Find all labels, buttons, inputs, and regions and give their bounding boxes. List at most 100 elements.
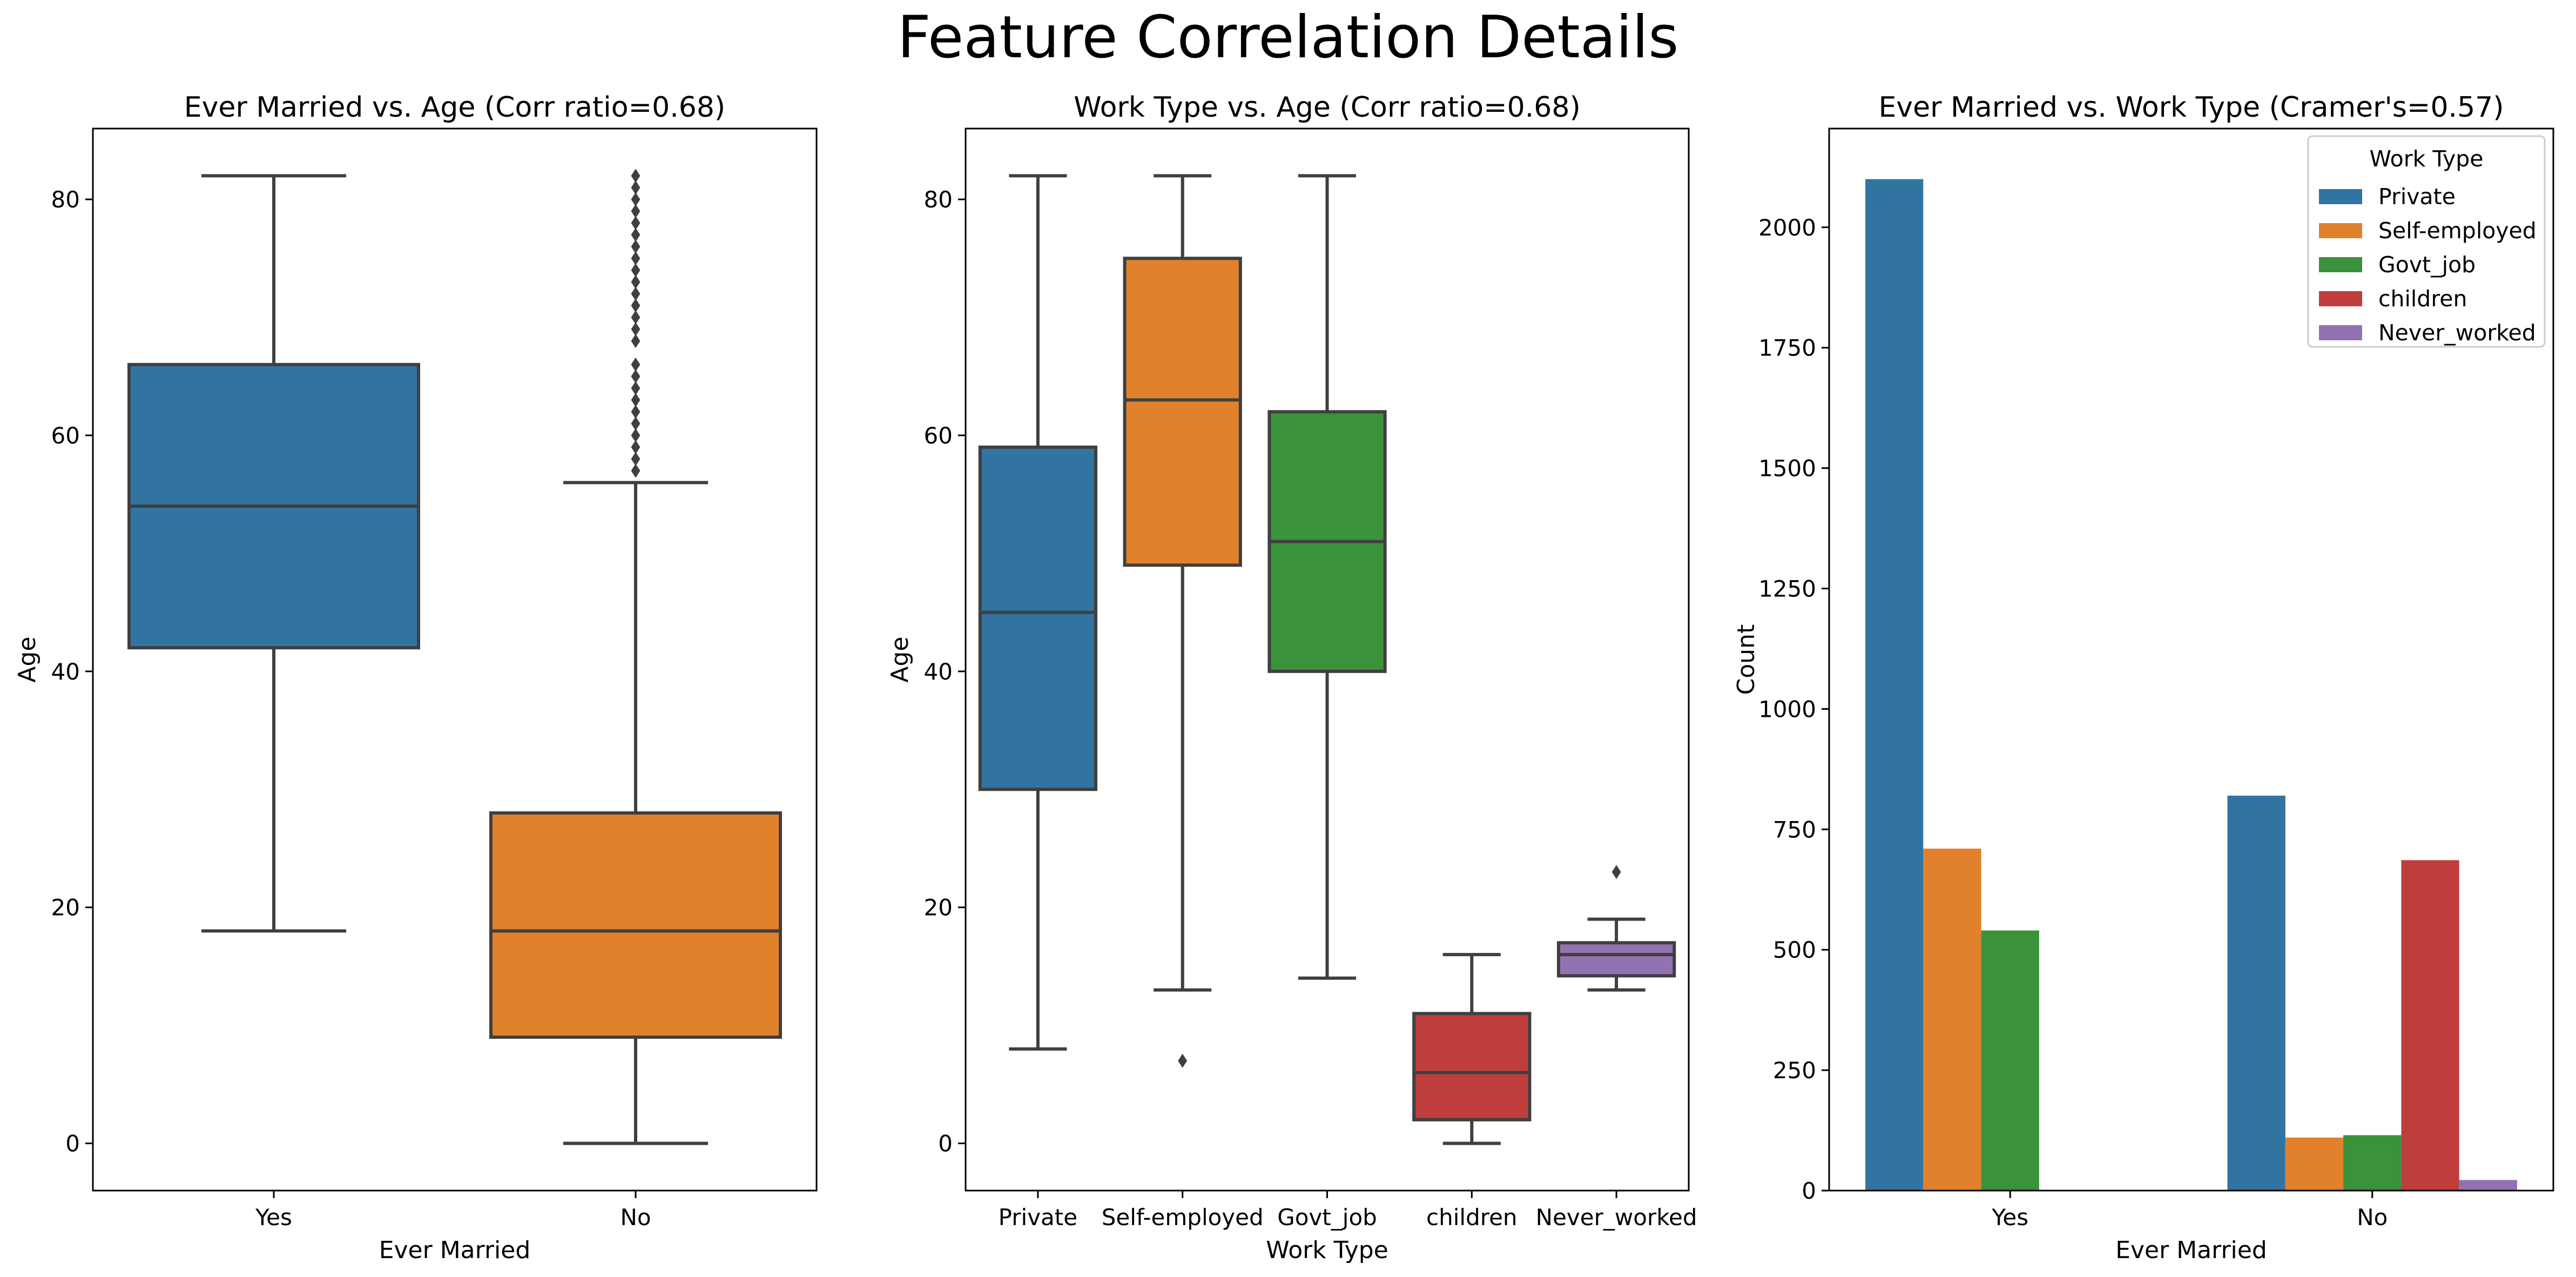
- outlier-point: [631, 440, 640, 454]
- x-tick-label: Never_worked: [1536, 1204, 1697, 1231]
- y-tick-label: 1000: [1758, 696, 1816, 722]
- legend: Work Type Private Self-employed Govt_jobchi…: [2307, 135, 2546, 348]
- panel-1: 0 20 40 60 80 Yes No Ever Married vs. Age (Corr…: [14, 91, 818, 1264]
- legend-label-Private: Private: [2378, 184, 2456, 210]
- y-axis-label: Count: [1732, 624, 1760, 695]
- y-tick-label: 60: [51, 422, 80, 449]
- outlier-point: [631, 393, 640, 407]
- y-axis-label: Age: [14, 636, 41, 682]
- outlier-point: [631, 452, 640, 466]
- outlier-point: [631, 405, 640, 419]
- box-Private: [978, 174, 1098, 1051]
- y-axis-label: Age: [886, 636, 914, 682]
- box-Yes: [127, 174, 420, 933]
- box-iqr: [1556, 941, 1676, 978]
- x-axis-label: Ever Married: [379, 1236, 531, 1264]
- outlier-point: [1178, 1053, 1188, 1068]
- outlier-point: [631, 310, 640, 325]
- y-tick-label: 1750: [1758, 335, 1816, 361]
- outlier-point: [631, 263, 640, 278]
- bar-Private-No: [2227, 795, 2285, 1191]
- box-Govt_job: [1267, 174, 1387, 980]
- legend-swatch-Never_worked: [2319, 325, 2362, 340]
- outlier-point: [631, 381, 640, 395]
- bar-children-No: [2401, 860, 2459, 1191]
- outlier-point: [631, 192, 640, 207]
- bar-Self-employed-Yes: [1923, 848, 1981, 1191]
- series-Private: [1865, 179, 2285, 1191]
- panel-title: Ever Married vs. Work Type (Cramer's=0.5…: [1878, 91, 2504, 124]
- panel-2: 0 20 40 60 80 Private Self-employed Govt_job chi…: [886, 91, 1697, 1264]
- outlier-point: [631, 463, 640, 478]
- outlier-point: [631, 227, 640, 242]
- series-Govt_job: [1981, 930, 2402, 1191]
- y-tick-label: 1500: [1758, 455, 1816, 482]
- legend-box: [2307, 135, 2546, 348]
- outlier-point: [631, 357, 640, 372]
- bar-Govt_job-Yes: [1981, 930, 2039, 1191]
- axes-frame: [1828, 127, 2554, 1192]
- outlier-point: [1611, 865, 1621, 879]
- x-tick-label: Self-employed: [1102, 1204, 1264, 1231]
- bar-Never_worked-No: [2459, 1180, 2517, 1191]
- y-tick-label: 0: [938, 1131, 953, 1157]
- legend-swatch-Self-employed: [2319, 223, 2362, 238]
- x-tick-label: Private: [999, 1204, 1077, 1231]
- y-tick-label: 60: [924, 422, 953, 449]
- series-Never_worked: [2459, 1180, 2517, 1191]
- bar-Govt_job-No: [2343, 1135, 2402, 1191]
- box-children: [1412, 953, 1532, 1145]
- x-tick-label: No: [2357, 1204, 2388, 1231]
- series-Self-employed: [1923, 848, 2344, 1191]
- outlier-point: [631, 428, 640, 442]
- box-No: [489, 169, 782, 1145]
- y-tick-label: 80: [924, 186, 953, 213]
- y-tick-label: 750: [1773, 816, 1816, 843]
- outlier-point: [631, 216, 640, 230]
- figure-title: Feature Correlation Details: [897, 4, 1679, 71]
- outlier-point: [631, 274, 640, 289]
- outlier-point: [631, 334, 640, 348]
- y-tick-label: 20: [51, 895, 80, 921]
- bar-Private-Yes: [1865, 179, 1924, 1191]
- box-iqr: [1412, 1012, 1532, 1121]
- x-tick-label: Govt_job: [1277, 1204, 1377, 1231]
- x-axis-label: Ever Married: [2115, 1236, 2267, 1264]
- box-iqr: [1123, 257, 1242, 567]
- outlier-point: [631, 322, 640, 337]
- y-tick-label: 1250: [1758, 575, 1816, 602]
- legend-swatch-children: [2319, 291, 2362, 306]
- legend-label-Self-employed: Self-employed: [2378, 218, 2537, 244]
- outlier-point: [631, 204, 640, 218]
- x-tick-label: children: [1426, 1204, 1518, 1231]
- legend-label-Govt_job: Govt_job: [2378, 252, 2476, 278]
- x-axis-label: Work Type: [1266, 1236, 1388, 1264]
- axes-frame: [92, 127, 818, 1192]
- x-tick-label: Yes: [255, 1204, 292, 1231]
- y-tick-label: 250: [1773, 1057, 1816, 1084]
- x-tick-label: Yes: [1991, 1204, 2028, 1231]
- outlier-point: [631, 416, 640, 431]
- box-iqr: [978, 445, 1098, 791]
- y-tick-label: 40: [924, 658, 953, 685]
- series-children: [2401, 860, 2459, 1191]
- outlier-point: [631, 169, 640, 183]
- y-tick-label: 0: [1802, 1178, 1816, 1204]
- legend-label-children: children: [2378, 286, 2467, 312]
- legend-label-Never_worked: Never_worked: [2378, 320, 2536, 346]
- legend-title: Work Type: [2369, 146, 2483, 172]
- box-iqr: [489, 811, 782, 1039]
- y-tick-label: 2000: [1758, 214, 1816, 241]
- outlier-point: [631, 298, 640, 313]
- outlier-point: [631, 239, 640, 254]
- box-Never_worked: [1556, 865, 1676, 992]
- y-tick-label: 40: [51, 658, 80, 685]
- y-tick-label: 80: [51, 186, 80, 213]
- outlier-point: [631, 286, 640, 301]
- box-Self-employed: [1123, 174, 1242, 1068]
- legend-swatch-Govt_job: [2319, 257, 2362, 272]
- outlier-point: [631, 180, 640, 195]
- panel-3: 0 250 500 750 1000 1250 1500 1750 2000 Yes No Ever …: [1732, 91, 2554, 1264]
- outlier-point: [631, 369, 640, 384]
